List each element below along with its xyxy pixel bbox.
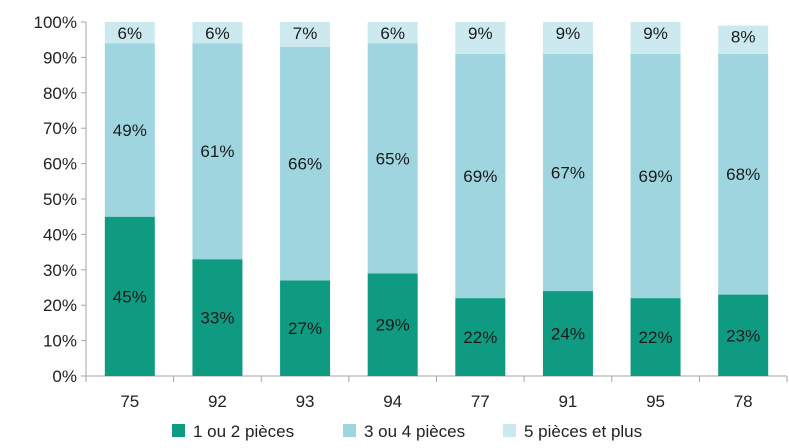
data-label: 6% bbox=[118, 24, 143, 43]
data-label: 33% bbox=[200, 309, 234, 328]
chart-axes: 0% 10% 20% 30% 40% 50% 60% 70% 80% 90% 100% 75 92 93 9… bbox=[34, 13, 788, 411]
bar-segment bbox=[630, 53, 681, 299]
y-tick-label: 0% bbox=[52, 367, 77, 386]
x-tick-label: 91 bbox=[558, 392, 577, 411]
legend-swatch bbox=[172, 424, 185, 437]
data-label: 69% bbox=[639, 167, 673, 186]
bar-segment bbox=[280, 280, 331, 376]
y-tick-label: 100% bbox=[34, 13, 77, 32]
bar-segment bbox=[718, 294, 769, 376]
data-label: 6% bbox=[380, 24, 405, 43]
bar-segment bbox=[280, 22, 331, 47]
bar-segment bbox=[630, 22, 681, 54]
y-tick-label: 30% bbox=[43, 261, 77, 280]
data-label: 27% bbox=[288, 319, 322, 338]
data-label: 45% bbox=[113, 287, 147, 306]
bar-segment bbox=[542, 22, 593, 54]
data-label: 49% bbox=[113, 121, 147, 140]
legend-label: 3 ou 4 pièces bbox=[364, 422, 465, 441]
x-tick-label: 75 bbox=[120, 392, 139, 411]
bar-segment bbox=[280, 46, 331, 281]
x-tick-label: 77 bbox=[471, 392, 490, 411]
data-label: 24% bbox=[551, 325, 585, 344]
data-label: 9% bbox=[556, 24, 581, 43]
bar-segment bbox=[367, 273, 418, 376]
data-label: 61% bbox=[200, 142, 234, 161]
x-tick-label: 95 bbox=[646, 392, 665, 411]
legend-swatch bbox=[503, 424, 516, 437]
y-tick-label: 50% bbox=[43, 190, 77, 209]
data-label: 23% bbox=[726, 326, 760, 345]
chart-legend: 1 ou 2 pièces 3 ou 4 pièces 5 pièces et pl… bbox=[172, 422, 642, 441]
bar-segment bbox=[367, 22, 418, 44]
data-label: 22% bbox=[639, 328, 673, 347]
data-label: 9% bbox=[468, 24, 493, 43]
bar-segment bbox=[542, 291, 593, 376]
y-tick-label: 90% bbox=[43, 48, 77, 67]
x-tick-label: 94 bbox=[383, 392, 402, 411]
y-tick-label: 70% bbox=[43, 119, 77, 138]
bar-segment bbox=[104, 43, 155, 217]
data-label: 7% bbox=[293, 24, 318, 43]
data-label: 67% bbox=[551, 163, 585, 182]
data-label: 8% bbox=[731, 28, 756, 47]
y-tick-label: 20% bbox=[43, 296, 77, 315]
legend-label: 5 pièces et plus bbox=[524, 422, 642, 441]
bar-segment bbox=[192, 259, 243, 376]
data-label: 69% bbox=[463, 167, 497, 186]
legend-swatch bbox=[343, 424, 356, 437]
data-label: 68% bbox=[726, 165, 760, 184]
bar-segment bbox=[192, 22, 243, 44]
x-tick-label: 92 bbox=[208, 392, 227, 411]
y-tick-label: 80% bbox=[43, 84, 77, 103]
x-tick-label: 78 bbox=[734, 392, 753, 411]
bar-segment bbox=[192, 43, 243, 260]
y-tick-label: 60% bbox=[43, 155, 77, 174]
y-tick-label: 10% bbox=[43, 332, 77, 351]
data-label: 9% bbox=[643, 24, 668, 43]
data-label: 29% bbox=[376, 316, 410, 335]
chart-data-labels: 45% 49% 6% 33% 61% 6% 27% 66% 7% 29% 65% 6% 22% 69% 9%… bbox=[113, 24, 760, 347]
y-tick-label: 40% bbox=[43, 225, 77, 244]
bar-segment bbox=[455, 22, 506, 54]
bar-segment bbox=[455, 298, 506, 376]
bar-segment bbox=[104, 216, 155, 376]
bar-segment bbox=[455, 53, 506, 299]
bar-segment bbox=[630, 298, 681, 376]
data-label: 66% bbox=[288, 155, 322, 174]
chart-bars bbox=[104, 22, 769, 376]
bar-segment bbox=[104, 22, 155, 44]
bar-segment bbox=[542, 53, 593, 292]
legend-label: 1 ou 2 pièces bbox=[193, 422, 294, 441]
bar-segment bbox=[718, 53, 769, 295]
bar-segment bbox=[367, 43, 418, 274]
data-label: 22% bbox=[463, 328, 497, 347]
bar-segment bbox=[718, 25, 769, 54]
x-tick-label: 93 bbox=[296, 392, 315, 411]
data-label: 6% bbox=[205, 24, 230, 43]
data-label: 65% bbox=[376, 149, 410, 168]
